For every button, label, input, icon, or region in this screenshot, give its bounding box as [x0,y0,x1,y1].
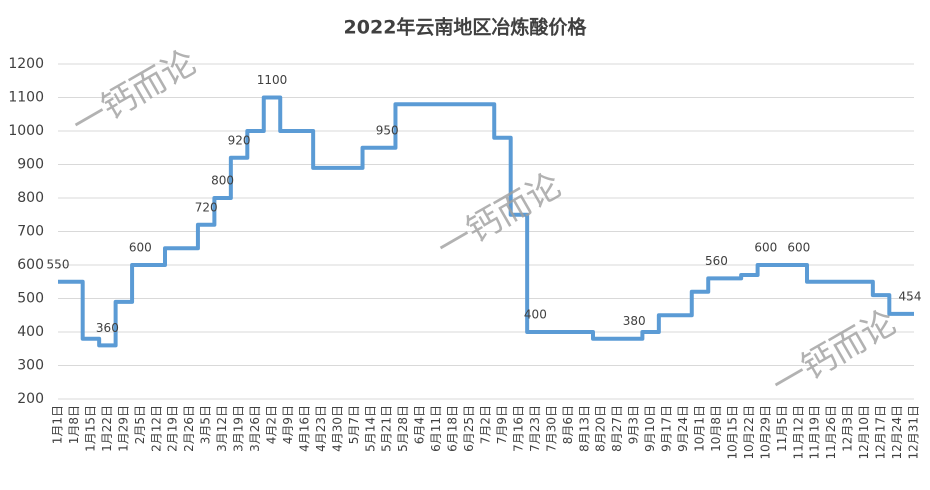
x-tick-label: 5月14日 [363,405,377,452]
x-tick-label: 1月15日 [83,405,97,452]
data-label: 1100 [257,73,288,87]
x-tick-label: 3月12日 [215,405,229,452]
x-tick-label: 2月12日 [149,405,163,452]
x-tick-label: 5月28日 [396,405,410,452]
data-label: 380 [623,314,646,328]
x-tick-label: 6月18日 [446,405,460,452]
data-label: 720 [195,200,218,214]
x-tick-label: 7月2日 [479,405,493,444]
x-tick-label: 10月1日 [693,405,707,452]
x-tick-label: 3月26日 [248,405,262,452]
x-tick-label: 3月19日 [232,405,246,452]
x-tick-label: 2月5日 [133,405,147,444]
watermark: 一钙而论 [430,165,568,268]
watermark: 一钙而论 [65,42,203,145]
x-tick-label: 12月3日 [841,405,855,452]
x-tick-label: 3月5日 [199,405,213,444]
data-label: 400 [524,308,547,322]
x-tick-label: 7月9日 [495,405,509,444]
data-label: 920 [228,133,251,147]
x-tick-label: 2月26日 [182,405,196,452]
x-tick-label: 4月30日 [330,405,344,452]
x-tick-label: 1月29日 [116,405,130,452]
y-tick-label: 800 [17,190,44,206]
y-tick-label: 400 [17,324,44,340]
x-tick-label: 12月17日 [874,405,888,460]
watermark: 一钙而论 [765,302,903,405]
data-label: 600 [129,241,152,255]
x-tick-label: 10月8日 [709,405,723,452]
chart-title: 2022年云南地区冶炼酸价格 [344,16,588,39]
data-label: 950 [376,123,399,137]
x-tick-label: 8月6日 [561,405,575,444]
y-tick-label: 1000 [8,123,44,139]
x-tick-label: 8月20日 [594,405,608,452]
line-series [58,95,914,348]
x-tick-label: 8月13日 [577,405,591,452]
x-tick-label: 1月8日 [67,405,81,444]
x-tick-label: 10月22日 [742,405,756,460]
y-tick-label: 1100 [8,90,44,106]
x-tick-label: 6月4日 [413,405,427,444]
x-tick-label: 5月21日 [380,405,394,452]
x-tick-label: 7月23日 [528,405,542,452]
data-label: 800 [211,174,234,188]
x-tick-label: 10月15日 [725,405,739,460]
data-label: 550 [47,257,70,271]
x-tick-label: 7月16日 [511,405,525,452]
x-tick-label: 6月11日 [429,405,443,452]
x-tick-label: 11月19日 [808,405,822,460]
x-tick-label: 5月7日 [347,405,361,444]
x-tick-label: 9月10日 [643,405,657,452]
data-label: 560 [705,254,728,268]
data-label: 360 [96,321,119,335]
y-tick-label: 500 [17,291,44,307]
x-tick-label: 1月22日 [100,405,114,452]
data-label: 600 [787,241,810,255]
x-tick-label: 1月1日 [51,405,65,444]
x-tick-label: 4月2日 [265,405,279,444]
x-tick-label: 9月3日 [627,405,641,444]
x-tick-label: 4月9日 [281,405,295,444]
x-tick-label: 4月23日 [314,405,328,452]
x-tick-label: 8月27日 [610,405,624,452]
y-tick-label: 700 [17,224,44,240]
x-tick-label: 9月24日 [676,405,690,452]
x-tick-label: 10月29日 [758,405,772,460]
x-tick-label: 4月16日 [297,405,311,452]
y-tick-label: 300 [17,358,44,374]
y-tick-label: 200 [17,391,44,407]
x-tick-label: 9月17日 [660,405,674,452]
x-tick-label: 7月30日 [544,405,558,452]
data-label: 454 [899,289,922,303]
y-tick-label: 1200 [8,56,44,72]
x-tick-label: 12月31日 [907,405,921,460]
x-tick-label: 12月10日 [857,405,871,460]
x-tick-label: 11月26日 [824,405,838,460]
x-tick-label: 11月12日 [791,405,805,460]
x-tick-label: 6月25日 [462,405,476,452]
data-label: 600 [754,241,777,255]
y-tick-label: 600 [17,257,44,273]
x-tick-label: 12月24日 [890,405,904,460]
x-tick-label: 2月19日 [166,405,180,452]
y-tick-label: 900 [17,157,44,173]
x-tick-label: 11月5日 [775,405,789,452]
